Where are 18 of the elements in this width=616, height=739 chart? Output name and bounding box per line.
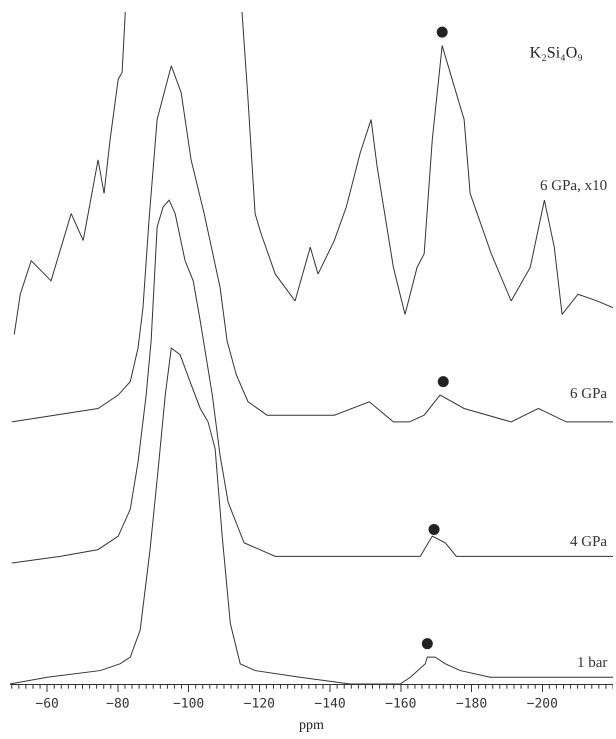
x-tick-label: −120 xyxy=(244,696,275,712)
x-tick-label: −200 xyxy=(526,696,558,712)
series-label: 6 GPa xyxy=(570,386,608,402)
x-tick-label: −160 xyxy=(385,696,416,712)
point xyxy=(436,26,448,38)
series-label: 6 GPa, x10 xyxy=(540,178,608,194)
series-label: 1 bar xyxy=(577,655,608,671)
x-tick-label: −180 xyxy=(456,696,488,712)
point xyxy=(438,376,449,388)
point xyxy=(422,638,433,650)
x-tick-label: −140 xyxy=(314,696,346,712)
x-tick-label: −60 xyxy=(35,696,59,712)
x-tick-label: −100 xyxy=(172,696,204,712)
x-axis-title: ppm xyxy=(299,718,324,733)
text: K₂Si₄O₉ xyxy=(530,44,583,62)
point xyxy=(428,524,440,535)
x-tick-label: −80 xyxy=(106,696,130,712)
series-label: 4 GPa xyxy=(570,534,608,550)
